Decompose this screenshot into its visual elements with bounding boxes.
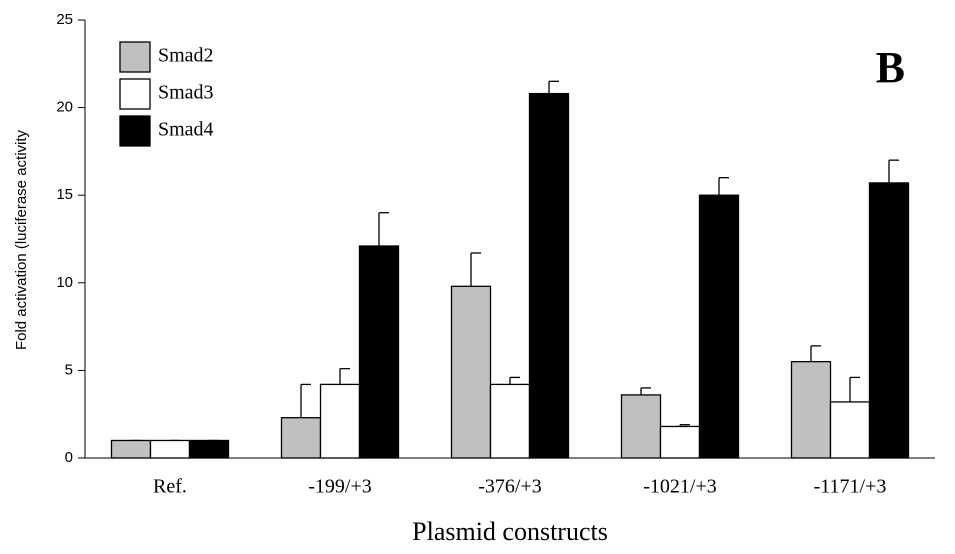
bar [528, 92, 570, 459]
y-tick-label: 5 [65, 361, 73, 378]
x-tick-label: Ref. [153, 476, 187, 498]
bar [868, 182, 910, 459]
bar [659, 425, 701, 459]
legend-swatch [119, 115, 151, 147]
legend-swatch [119, 41, 151, 73]
bar [358, 245, 400, 459]
legend-label: Smad3 [158, 82, 214, 104]
bar [450, 285, 492, 459]
x-tick-label: -1171/+3 [814, 476, 887, 498]
y-tick-label: 0 [65, 449, 73, 466]
bar [188, 439, 230, 459]
legend-label: Smad2 [158, 45, 214, 67]
bar [280, 417, 322, 459]
y-tick-label: 15 [56, 186, 73, 203]
x-tick-label: -1021/+3 [643, 476, 717, 498]
bar [829, 401, 871, 459]
bar [698, 194, 740, 459]
bar [110, 439, 152, 459]
y-tick-label: 10 [56, 274, 73, 291]
x-tick-label: -199/+3 [308, 476, 372, 498]
y-tick-label: 25 [56, 11, 73, 28]
bar [319, 383, 361, 459]
legend-swatch [119, 78, 151, 110]
bar [620, 394, 662, 459]
bar [489, 383, 531, 459]
x-tick-label: -376/+3 [478, 476, 542, 498]
x-axis-label: Plasmid constructs [412, 517, 608, 546]
panel-label: B [876, 43, 905, 92]
bar [149, 439, 191, 459]
bar [790, 360, 832, 459]
y-tick-label: 20 [56, 99, 73, 116]
y-axis-label: Fold activation (luciferase activity [13, 129, 30, 350]
legend-label: Smad4 [158, 119, 214, 141]
